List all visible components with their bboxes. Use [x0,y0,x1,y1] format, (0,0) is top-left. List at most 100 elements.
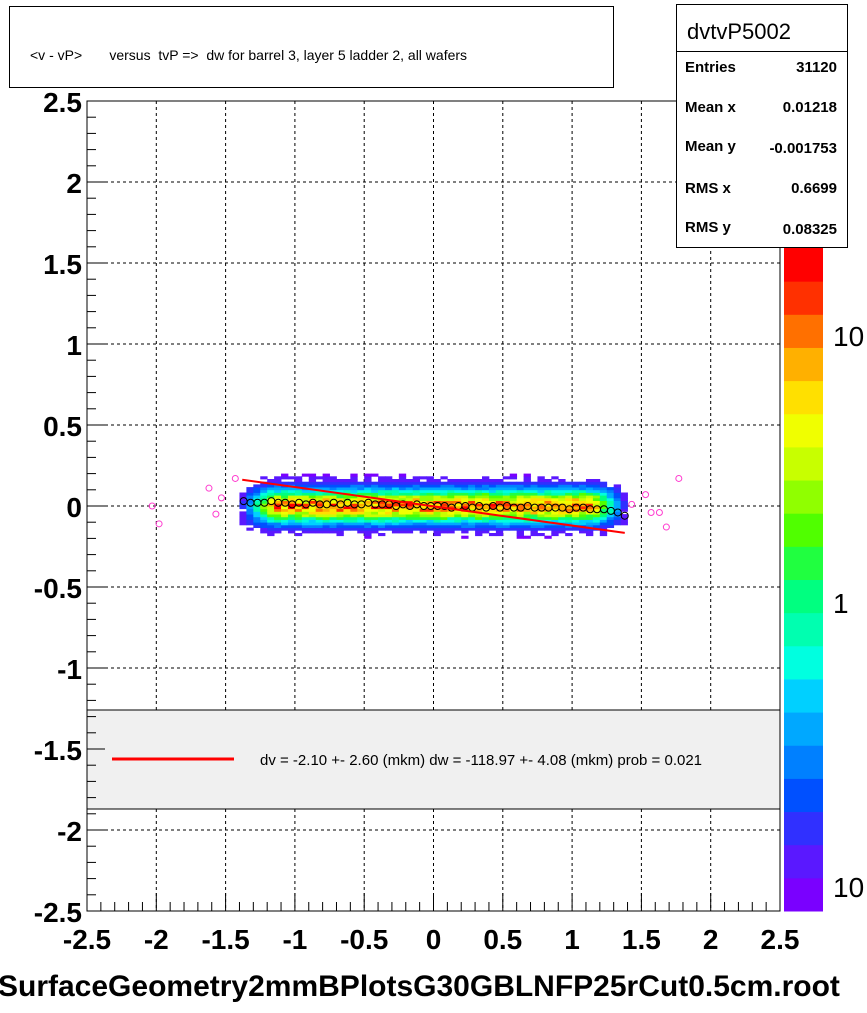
histogram-cell [301,511,310,515]
histogram-cell [357,489,365,493]
histogram-cell [412,511,421,515]
histogram-cell [301,500,310,504]
outlier-point [212,510,220,518]
histogram-cell [308,508,317,512]
histogram-cell [613,495,622,499]
histogram-cell [579,492,587,496]
histogram-cell [544,527,552,531]
histogram-cell [572,527,580,531]
histogram-cell [523,511,531,515]
histogram-cell [572,514,580,518]
histogram-cell [447,508,455,512]
histogram-cell [412,514,421,518]
colorbar-segment [784,546,823,580]
histogram-cell [329,527,337,531]
histogram-cell [378,495,386,499]
histogram-cell [336,489,344,493]
histogram-cell [509,476,518,480]
histogram-cell [461,489,469,493]
histogram-cell [606,497,615,501]
histogram-cell [475,489,483,493]
histogram-cell [475,522,483,526]
histogram-cell [287,495,296,499]
histogram-cell [281,476,289,480]
histogram-cell [281,492,289,496]
histogram-cell [419,487,427,491]
histogram-cell [565,503,573,507]
histogram-cell [329,503,337,507]
histogram-cell [308,489,317,493]
histogram-cell [350,479,358,483]
histogram-cell [343,503,351,507]
histogram-cell [371,530,379,534]
histogram-cell [267,516,275,520]
histogram-cell [613,506,622,510]
histogram-cell [551,476,559,480]
histogram-cell [364,527,372,531]
histogram-cell [440,511,448,515]
histogram-cell [488,522,497,526]
histogram-cell [516,519,524,523]
histogram-cell [468,519,476,523]
histogram-cell [281,500,289,504]
histogram-cell [281,487,289,491]
histogram-cell [495,516,504,520]
histogram-cell [350,503,358,507]
histogram-cell [495,530,504,534]
histogram-cell [281,473,289,477]
histogram-cell [287,524,296,528]
histogram-cell [468,500,476,504]
histogram-cell [447,506,455,510]
histogram-cell [419,514,427,518]
histogram-cell [537,524,545,528]
histogram-cell [495,484,504,488]
histogram-cell [343,484,351,488]
histogram-cell [440,489,448,493]
histogram-cell [537,495,545,499]
histogram-cell [461,514,469,518]
histogram-cell [475,503,483,507]
histogram-cell [371,495,379,499]
histogram-cell [260,508,268,512]
histogram-cell [274,484,282,488]
histogram-cell [412,495,421,499]
histogram-cell [530,487,538,491]
histogram-cell [308,473,317,477]
histogram-cell [488,519,497,523]
histogram-cell [454,481,462,485]
histogram-cell [350,527,358,531]
histogram-cell [350,473,358,477]
histogram-cell [606,508,615,512]
histogram-cell [391,530,400,534]
outlier-point [155,520,163,528]
histogram-cell [592,500,601,504]
histogram-cell [502,524,511,528]
histogram-cell [398,473,407,477]
histogram-cell [482,487,490,491]
histogram-cell [336,516,344,520]
histogram-cell [454,506,462,510]
histogram-cell [530,530,538,534]
histogram-cell [405,506,414,510]
histogram-cell [315,495,324,499]
histogram-cell [516,508,524,512]
histogram-cell [371,492,379,496]
y-tick-label: -0.5 [34,573,82,604]
histogram-cell [558,524,566,528]
histogram-cell [350,481,358,485]
histogram-cell [530,503,538,507]
histogram-cell [384,489,393,493]
histogram-cell [447,530,455,534]
histogram-cell [509,508,518,512]
histogram-cell [551,511,559,515]
histogram-cell [371,473,379,477]
histogram-cell [301,508,310,512]
histogram-cell [308,519,317,523]
histogram-cell [274,503,282,507]
histogram-cell [613,489,622,493]
histogram-cell [488,492,497,496]
histogram-cell [565,516,573,520]
histogram-cell [294,495,303,499]
stat-label-mean-x: Mean x [685,99,736,116]
histogram-cell [267,506,275,510]
